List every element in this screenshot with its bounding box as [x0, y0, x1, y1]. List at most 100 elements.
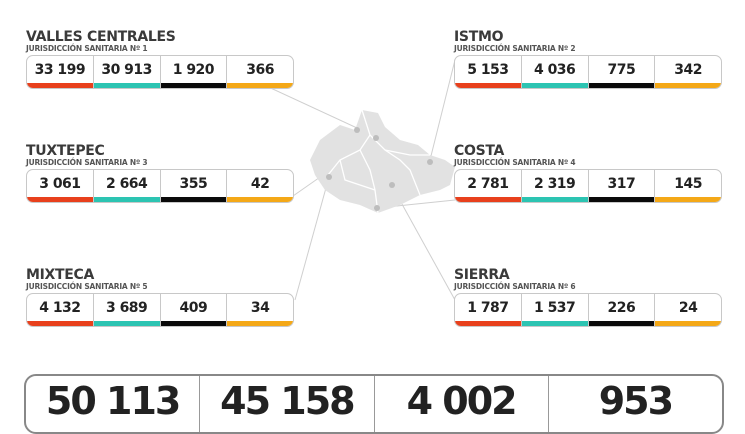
deaths-value: 34 [250, 299, 270, 316]
stats-box: 4 132 3 689 409 34 [26, 293, 294, 327]
active-cell: 775 [588, 56, 656, 88]
recovered-cell: 30 913 [93, 56, 161, 88]
deaths-cell: 34 [227, 294, 293, 326]
recovered-cell: 2 319 [521, 170, 589, 202]
recovered-bar [93, 83, 160, 88]
recovered-value: 4 036 [533, 61, 576, 78]
region-costa: COSTA JURISDICCIÓN SANITARIA Nº 4 2 781 … [454, 144, 724, 203]
active-bar [588, 321, 655, 326]
confirmed-cell: 1 787 [455, 294, 522, 326]
confirmed-bar [455, 321, 521, 326]
recovered-cell: 3 689 [93, 294, 161, 326]
confirmed-bar [455, 197, 521, 202]
deaths-value: 42 [250, 175, 270, 192]
confirmed-bar [27, 83, 93, 88]
recovered-cell: 1 537 [521, 294, 589, 326]
confirmed-value: 2 781 [467, 175, 509, 192]
recovered-value: 2 319 [533, 175, 576, 192]
region-subtitle: JURISDICCIÓN SANITARIA Nº 6 [454, 282, 576, 291]
deaths-bar [655, 321, 721, 326]
total-recovered-cell: 45 158 [200, 376, 375, 432]
recovered-bar [521, 83, 588, 88]
recovered-cell: 4 036 [521, 56, 589, 88]
total-active-value: 4 002 [406, 379, 518, 423]
deaths-bar [227, 197, 293, 202]
active-cell: 226 [588, 294, 656, 326]
deaths-value: 342 [674, 61, 702, 78]
confirmed-value: 3 061 [39, 175, 81, 192]
deaths-cell: 24 [655, 294, 721, 326]
confirmed-value: 1 787 [467, 299, 509, 316]
region-mixteca: MIXTECA JURISDICCIÓN SANITARIA Nº 5 4 13… [26, 268, 296, 327]
region-name: TUXTEPEC [26, 143, 105, 159]
active-bar [160, 83, 227, 88]
stats-box: 1 787 1 537 226 24 [454, 293, 722, 327]
confirmed-cell: 5 153 [455, 56, 522, 88]
region-istmo: ISTMO JURISDICCIÓN SANITARIA Nº 2 5 153 … [454, 30, 724, 89]
region-subtitle: JURISDICCIÓN SANITARIA Nº 5 [26, 282, 148, 291]
deaths-bar [227, 321, 293, 326]
active-value: 775 [607, 61, 636, 78]
active-value: 317 [607, 175, 636, 192]
region-name: MIXTECA [26, 267, 95, 283]
deaths-value: 366 [246, 61, 274, 78]
active-bar [160, 197, 227, 202]
total-recovered-value: 45 158 [220, 379, 355, 423]
recovered-value: 2 664 [105, 175, 148, 192]
region-sierra: SIERRA JURISDICCIÓN SANITARIA Nº 6 1 787… [454, 268, 724, 327]
state-map [310, 109, 455, 214]
stats-box: 2 781 2 319 317 145 [454, 169, 722, 203]
region-name: SIERRA [454, 267, 510, 283]
deaths-value: 24 [678, 299, 698, 316]
recovered-cell: 2 664 [93, 170, 161, 202]
active-bar [588, 197, 655, 202]
recovered-value: 3 689 [105, 299, 148, 316]
active-cell: 409 [160, 294, 228, 326]
recovered-bar [521, 197, 588, 202]
confirmed-cell: 4 132 [27, 294, 94, 326]
active-value: 355 [179, 175, 208, 192]
region-valles-centrales: VALLES CENTRALES JURISDICCIÓN SANITARIA … [26, 30, 296, 89]
active-cell: 317 [588, 170, 656, 202]
stats-box: 3 061 2 664 355 42 [26, 169, 294, 203]
region-subtitle: JURISDICCIÓN SANITARIA Nº 1 [26, 44, 148, 53]
region-name: ISTMO [454, 29, 504, 45]
deaths-cell: 342 [655, 56, 721, 88]
region-subtitle: JURISDICCIÓN SANITARIA Nº 3 [26, 158, 148, 167]
deaths-cell: 42 [227, 170, 293, 202]
confirmed-cell: 3 061 [27, 170, 94, 202]
confirmed-value: 33 199 [34, 61, 86, 78]
deaths-cell: 145 [655, 170, 721, 202]
totals-box: 50 113 45 158 4 002 953 [24, 374, 724, 434]
region-name: COSTA [454, 143, 505, 159]
recovered-bar [521, 321, 588, 326]
deaths-cell: 366 [227, 56, 293, 88]
recovered-bar [93, 321, 160, 326]
confirmed-value: 4 132 [39, 299, 81, 316]
confirmed-bar [27, 321, 93, 326]
total-confirmed-cell: 50 113 [26, 376, 201, 432]
deaths-bar [655, 197, 721, 202]
region-tuxtepec: TUXTEPEC JURISDICCIÓN SANITARIA Nº 3 3 0… [26, 144, 296, 203]
total-deaths-value: 953 [598, 379, 674, 423]
confirmed-cell: 33 199 [27, 56, 94, 88]
deaths-value: 145 [674, 175, 702, 192]
active-cell: 355 [160, 170, 228, 202]
stats-box: 5 153 4 036 775 342 [454, 55, 722, 89]
confirmed-value: 5 153 [467, 61, 509, 78]
recovered-value: 30 913 [101, 61, 152, 78]
recovered-bar [93, 197, 160, 202]
total-deaths-cell: 953 [549, 376, 722, 432]
confirmed-bar [27, 197, 93, 202]
total-confirmed-value: 50 113 [45, 379, 181, 423]
active-value: 409 [179, 299, 208, 316]
active-value: 1 920 [172, 61, 215, 78]
deaths-bar [227, 83, 293, 88]
deaths-bar [655, 83, 721, 88]
active-value: 226 [607, 299, 636, 316]
region-name: VALLES CENTRALES [26, 29, 176, 45]
confirmed-cell: 2 781 [455, 170, 522, 202]
region-subtitle: JURISDICCIÓN SANITARIA Nº 4 [454, 158, 576, 167]
recovered-value: 1 537 [533, 299, 576, 316]
region-subtitle: JURISDICCIÓN SANITARIA Nº 2 [454, 44, 576, 53]
